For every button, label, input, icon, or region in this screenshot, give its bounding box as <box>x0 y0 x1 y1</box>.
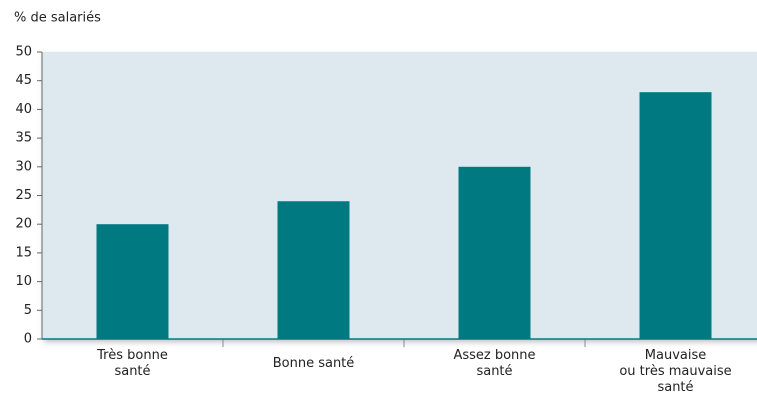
y-tick-label: 35 <box>15 131 32 146</box>
y-tick-label: 0 <box>24 332 32 347</box>
x-tick-label: Bonne santé <box>273 356 355 371</box>
y-tick-label: 10 <box>15 274 32 289</box>
bar <box>458 166 531 339</box>
y-tick-label: 45 <box>15 73 32 88</box>
bar <box>277 201 350 339</box>
y-tick-label: 5 <box>24 303 32 318</box>
x-tick-label: Assez bonne santé <box>453 348 535 379</box>
y-tick-label: 30 <box>15 159 32 174</box>
y-tick-label: 20 <box>15 217 32 232</box>
x-tick-label: Très bonne santé <box>96 348 168 379</box>
bar <box>639 92 712 340</box>
bar <box>96 224 169 339</box>
y-tick-label: 15 <box>15 245 32 260</box>
y-tick-label: 50 <box>15 45 32 60</box>
y-tick-label: 25 <box>15 188 32 203</box>
y-axis-label: % de salariés <box>14 11 101 26</box>
y-tick-label: 40 <box>15 102 32 117</box>
x-tick-label: Mauvaise ou très mauvaise santé <box>619 348 731 395</box>
